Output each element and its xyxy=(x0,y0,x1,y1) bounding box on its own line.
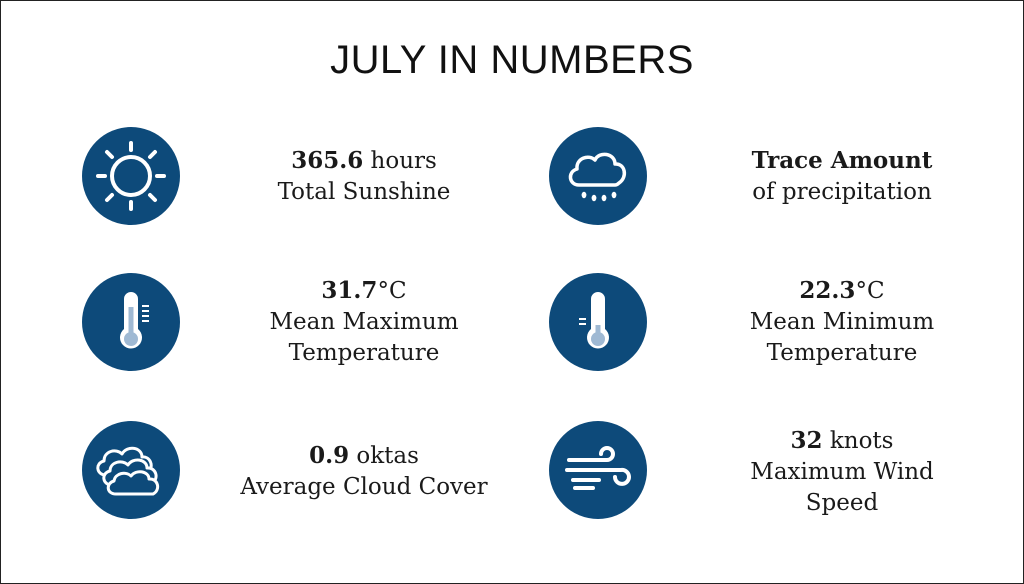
rain-cloud-icon xyxy=(549,127,647,225)
stat-unit: knots xyxy=(822,428,894,454)
stat-value-line: 31.7°C xyxy=(224,275,504,307)
stat-value-line: 22.3°C xyxy=(702,275,982,307)
stat-value-line: 0.9 oktas xyxy=(224,440,504,472)
stat-unit: °C xyxy=(855,278,885,304)
clouds-icon xyxy=(82,421,180,519)
stat-average-cloud-cover: 0.9 oktas Average Cloud Cover xyxy=(224,440,504,503)
stat-maximum-wind-speed: 32 knots Maximum Wind Speed xyxy=(702,425,982,519)
stat-label: Temperature xyxy=(766,340,918,366)
stat-total-sunshine: 365.6 hours Total Sunshine xyxy=(224,145,504,208)
stat-value: 22.3 xyxy=(799,277,856,304)
stat-value: 31.7 xyxy=(321,277,378,304)
stat-value: 32 xyxy=(790,427,823,454)
sun-icon xyxy=(82,127,180,225)
stat-label: of precipitation xyxy=(752,179,932,205)
wind-icon xyxy=(549,421,647,519)
stat-value-line: 32 knots xyxy=(702,425,982,457)
stat-label: Temperature xyxy=(288,340,440,366)
stat-value-line: Trace Amount xyxy=(702,145,982,177)
stat-value: Trace Amount xyxy=(751,147,933,174)
stat-label: Maximum Wind xyxy=(750,459,934,485)
stat-unit: oktas xyxy=(349,443,419,469)
stat-label: Speed xyxy=(805,490,879,516)
stat-value: 365.6 xyxy=(291,147,364,174)
stat-mean-maximum-temperature: 31.7°C Mean Maximum Temperature xyxy=(224,275,504,369)
stat-value-line: 365.6 hours xyxy=(224,145,504,177)
stat-label: Mean Maximum xyxy=(269,309,459,335)
page-title: JULY IN NUMBERS xyxy=(330,38,694,82)
stat-mean-minimum-temperature: 22.3°C Mean Minimum Temperature xyxy=(702,275,982,369)
stat-label: Mean Minimum xyxy=(749,309,935,335)
thermometer-high-icon xyxy=(82,273,180,371)
stat-precipitation: Trace Amount of precipitation xyxy=(702,145,982,208)
stat-value: 0.9 xyxy=(309,442,350,469)
stat-unit: °C xyxy=(377,278,407,304)
stat-label: Average Cloud Cover xyxy=(240,474,488,500)
stat-unit: hours xyxy=(363,148,437,174)
thermometer-low-icon xyxy=(549,273,647,371)
stat-label: Total Sunshine xyxy=(277,179,451,205)
